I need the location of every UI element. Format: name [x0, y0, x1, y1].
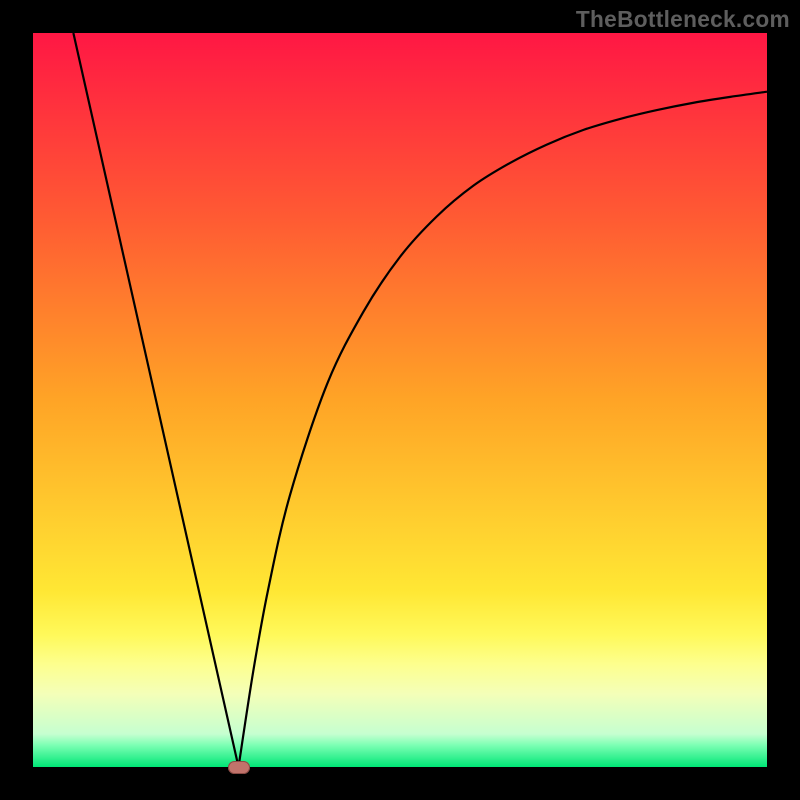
- bottleneck-curve: [73, 33, 767, 767]
- chart-frame: TheBottleneck.com: [0, 0, 800, 800]
- watermark-text: TheBottleneck.com: [576, 6, 790, 33]
- curve-layer: [0, 0, 800, 800]
- minimum-marker: [228, 761, 250, 774]
